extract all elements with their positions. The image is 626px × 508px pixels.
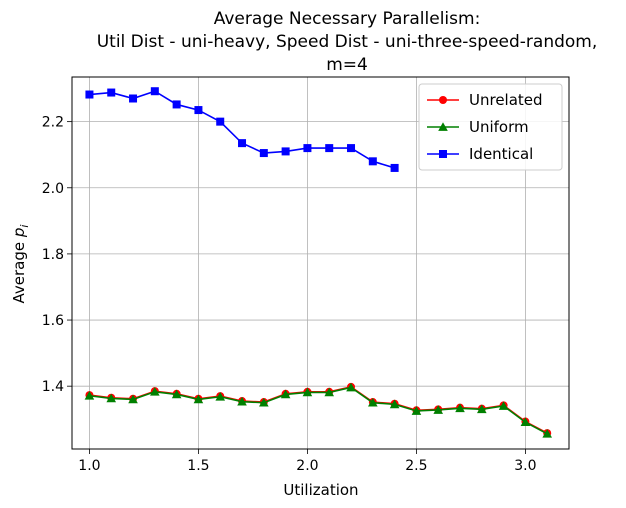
data-point-uniform [302, 387, 313, 397]
data-point-identical [85, 90, 94, 99]
series-identical [85, 87, 399, 172]
series-line-uniform [89, 386, 548, 435]
data-point-identical [129, 94, 138, 103]
data-point-uniform [106, 393, 117, 403]
data-point-identical [216, 117, 225, 126]
y-tick-label: 2.0 [42, 181, 64, 197]
data-point-uniform [389, 399, 400, 409]
y-axis-label-symbol: p [10, 228, 28, 239]
legend-marker-unrelated [439, 96, 447, 104]
data-point-uniform [542, 428, 553, 438]
series-line-identical [89, 90, 395, 169]
y-tick-label: 1.8 [42, 247, 64, 263]
y-axis-label-subscript: i [18, 225, 31, 228]
data-point-uniform [411, 406, 422, 415]
x-tick-label: 2.5 [405, 458, 427, 474]
legend-item-uniform: Uniform [427, 118, 529, 136]
data-point-identical [368, 157, 377, 166]
data-point-identical [194, 106, 203, 115]
legend-label-uniform: Uniform [469, 118, 529, 136]
data-point-uniform [237, 396, 247, 406]
x-tick-label: 1.0 [78, 458, 100, 474]
data-point-identical [172, 100, 181, 109]
data-point-identical [259, 149, 268, 158]
legend-box [418, 83, 563, 171]
data-point-identical [390, 163, 399, 172]
y-tick-label: 1.6 [42, 313, 64, 329]
series-uniform [84, 382, 553, 438]
data-point-identical [107, 88, 116, 97]
data-point-identical [347, 144, 356, 153]
legend-item-identical: Identical [427, 145, 533, 163]
plot-area-frame [71, 76, 570, 450]
chart-title-line-3: m=4 [326, 55, 368, 75]
x-tick-label: 3.0 [514, 458, 536, 474]
data-point-uniform [150, 386, 160, 396]
data-point-identical [150, 87, 159, 96]
x-tick-label: 2.0 [296, 458, 318, 474]
legend-label-unrelated: Unrelated [469, 91, 543, 109]
y-tick-label: 1.4 [42, 379, 64, 395]
data-point-identical [238, 139, 247, 148]
data-point-uniform [128, 394, 138, 404]
axis-ticks: 1.0 1.5 2.0 2.5 3.0 1.4 1.6 1.8 2.0 2.2 [42, 115, 537, 474]
data-point-uniform [84, 390, 95, 400]
data-point-uniform [171, 389, 182, 399]
y-axis-label: Average pi [10, 225, 31, 304]
data-point-identical [325, 144, 334, 153]
data-point-uniform [193, 394, 204, 404]
data-point-uniform [368, 397, 378, 407]
data-point-uniform [455, 403, 465, 413]
legend-item-unrelated: Unrelated [427, 91, 543, 109]
data-point-uniform [433, 405, 444, 414]
data-point-uniform [259, 397, 269, 407]
legend: Unrelated Uniform Identical [418, 83, 563, 171]
data-point-uniform [280, 389, 291, 399]
series-layer [84, 87, 553, 438]
data-point-identical [303, 144, 312, 153]
legend-marker-identical [439, 150, 447, 158]
x-tick-label: 1.5 [187, 458, 209, 474]
data-point-uniform [520, 417, 531, 427]
y-axis-label-main: Average [10, 237, 28, 303]
data-point-uniform [215, 391, 226, 401]
data-point-uniform [498, 401, 509, 410]
data-point-identical [281, 147, 290, 156]
chart-title-line-2: Util Dist - uni-heavy, Speed Dist - uni-… [97, 32, 598, 52]
chart-title-line-1: Average Necessary Parallelism: [214, 9, 481, 29]
x-axis-label: Utilization [283, 481, 358, 499]
y-tick-label: 2.2 [42, 115, 64, 131]
legend-label-identical: Identical [469, 145, 533, 163]
data-point-uniform [324, 387, 335, 397]
data-point-uniform [346, 382, 356, 392]
legend-marker-uniform [438, 122, 448, 131]
data-point-uniform [477, 404, 487, 414]
chart-title: Average Necessary Parallelism: Util Dist… [97, 9, 598, 75]
